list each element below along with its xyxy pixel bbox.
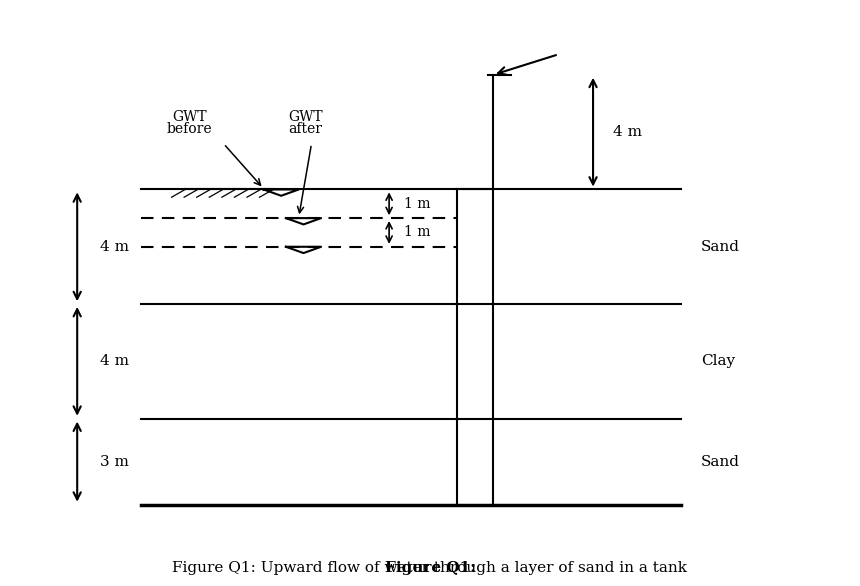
Text: Sand: Sand: [701, 240, 740, 254]
Text: GWT: GWT: [288, 110, 322, 124]
Text: Figure Q1:: Figure Q1:: [384, 561, 476, 575]
Text: after: after: [288, 122, 322, 137]
Text: Figure Q1: Upward flow of water through a layer of sand in a tank: Figure Q1: Upward flow of water through …: [173, 561, 687, 575]
Text: GWT: GWT: [172, 110, 206, 124]
Text: before: before: [166, 122, 212, 137]
Text: Sand: Sand: [701, 455, 740, 469]
Text: 1 m: 1 m: [403, 226, 430, 240]
Text: 4 m: 4 m: [100, 355, 129, 369]
Text: 4 m: 4 m: [613, 125, 642, 139]
Text: Clay: Clay: [701, 355, 735, 369]
Text: 1 m: 1 m: [403, 197, 430, 211]
Text: 4 m: 4 m: [100, 240, 129, 254]
Text: 3 m: 3 m: [100, 455, 128, 469]
